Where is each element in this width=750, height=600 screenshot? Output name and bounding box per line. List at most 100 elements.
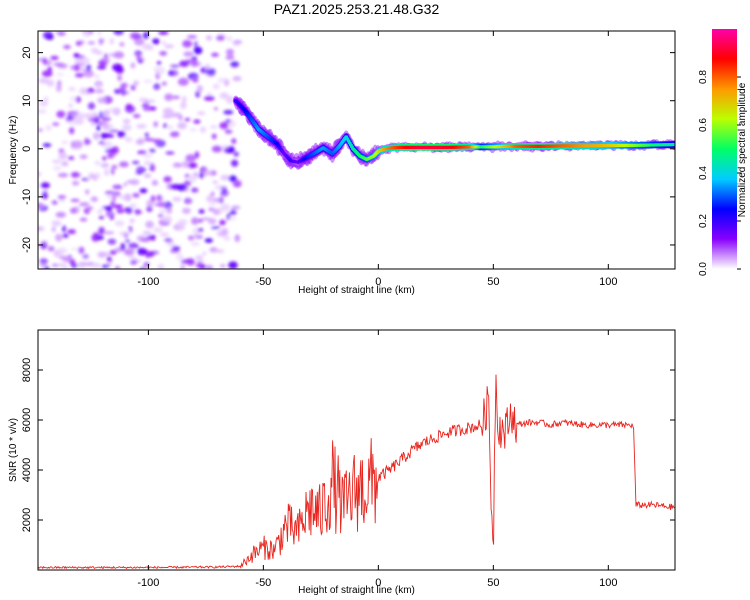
snr-y-axis: 2000 4000 6000 8000 [21,358,675,532]
noise-blob [138,97,148,102]
noise-blob [79,217,88,222]
noise-blob [77,264,87,269]
colorbar-tick-label: 0.0 [698,262,709,276]
noise-blob [84,112,93,120]
noise-blob [212,198,224,202]
noise-blob [220,174,230,181]
noise-blob [57,262,68,268]
noise-blob [41,191,49,200]
spectrogram-x-axis: -100 -50 0 50 100 [137,31,617,288]
noise-blob [186,35,198,39]
noise-blob [170,64,180,68]
noise-blob [136,55,141,61]
noise-blob [210,226,221,230]
noise-blob [232,40,240,47]
noise-blob [84,137,89,146]
noise-blob [79,57,90,64]
noise-blob [226,35,232,42]
noise-blob [102,156,107,161]
noise-blob [189,175,197,183]
noise-blob [206,195,215,202]
noise-blob [42,57,47,65]
noise-blob [67,156,75,160]
noise-blob [173,162,182,167]
noise-blob [186,258,195,266]
noise-blob [125,239,130,243]
noise-blob [38,109,47,114]
noise-blob [63,44,71,50]
noise-blob [172,196,182,202]
noise-blob [177,77,189,86]
noise-blob [142,101,150,110]
noise-blob [109,250,117,255]
spectrogram-x-label: Height of straight line (km) [298,285,415,296]
noise-blob [130,260,138,265]
noise-blob [193,40,198,48]
noise-blob [197,228,204,232]
noise-blob [169,131,180,138]
noise-blob [131,160,140,165]
noise-blob [181,95,187,104]
noise-blob [107,238,117,245]
noise-blob [156,194,162,202]
noise-blob [157,263,165,269]
y-tick-label: 8000 [21,358,33,382]
noise-blob [223,110,234,115]
colorbar-tick-label: 0.6 [698,118,709,132]
noise-blob [61,161,69,167]
noise-blob [117,130,126,138]
noise-blob [130,84,136,91]
noise-blob [45,124,52,132]
colorbar-tick-label: 0.2 [698,214,709,228]
noise-blob [161,215,173,224]
noise-blob [230,61,240,68]
noise-blob [177,184,187,192]
noise-blob [78,40,85,45]
y-tick-label: 6000 [21,408,33,432]
noise-blob [205,264,214,269]
noise-blob [150,234,156,241]
noise-blob [190,187,199,193]
noise-blob [119,161,129,168]
noise-blob [152,38,160,45]
noise-blob [51,220,62,227]
noise-blob [105,124,114,129]
noise-blob [38,77,49,84]
noise-blob [70,96,76,102]
noise-blob [163,176,172,183]
noise-blob [68,86,76,92]
noise-blob [128,242,139,249]
noise-blob [40,241,48,250]
noise-blob [226,212,231,221]
noise-blob [153,227,163,233]
noise-blob [107,152,114,159]
noise-blob [100,162,110,168]
noise-blob [125,136,133,143]
noise-blob [38,202,44,208]
noise-blob [137,59,144,64]
noise-blob [143,160,151,166]
noise-blob [159,209,167,213]
noise-blob [104,168,109,177]
noise-blob [133,80,139,86]
noise-blob [136,123,147,129]
noise-blob [162,114,173,119]
noise-blob [165,151,175,155]
noise-blob [97,208,103,215]
noise-blob [143,138,155,142]
noise-blob [187,162,198,169]
noise-blob [102,96,113,104]
noise-blob [184,180,192,187]
noise-blob [202,169,213,176]
noise-blob [183,51,194,57]
noise-blob [111,164,118,170]
noise-blob [91,111,98,120]
noise-blob [77,68,89,72]
noise-blob [182,40,193,48]
noise-blob [41,99,49,107]
noise-blob [184,173,191,178]
noise-blob [232,76,242,82]
noise-blob [159,232,169,237]
noise-blob [75,73,84,78]
noise-blob [110,168,115,175]
